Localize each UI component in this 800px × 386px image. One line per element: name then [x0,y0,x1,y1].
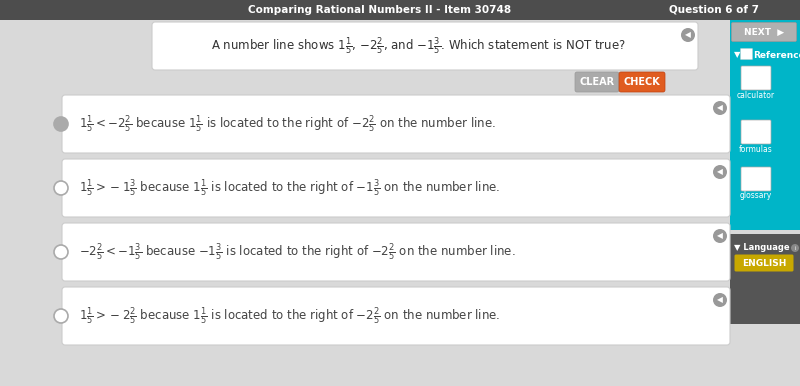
FancyBboxPatch shape [741,167,771,191]
Text: ◀: ◀ [717,296,723,305]
Circle shape [54,245,68,259]
FancyBboxPatch shape [734,254,794,271]
Text: $-2\frac{2}{5} < -1\frac{3}{5}$ because $-1\frac{3}{5}$ is located to the right : $-2\frac{2}{5} < -1\frac{3}{5}$ because … [79,241,515,263]
Text: Question 6 of 7: Question 6 of 7 [669,5,759,15]
Text: formulas: formulas [739,144,773,154]
FancyBboxPatch shape [152,22,698,70]
Text: Reference: Reference [753,51,800,59]
Text: ▼ Language: ▼ Language [734,244,790,252]
Text: $1\frac{1}{5} > -1\frac{3}{5}$ because $1\frac{1}{5}$ is located to the right of: $1\frac{1}{5} > -1\frac{3}{5}$ because $… [79,177,501,199]
Text: ▼: ▼ [734,51,741,59]
Bar [730,20,800,230]
Circle shape [791,244,799,252]
Text: glossary: glossary [740,191,772,200]
Text: A number line shows $1\frac{1}{5}$, $-2\frac{2}{5}$, and $-1\frac{3}{5}$. Which : A number line shows $1\frac{1}{5}$, $-2\… [210,35,626,57]
Text: ◀: ◀ [717,232,723,240]
Text: i: i [794,245,796,251]
FancyBboxPatch shape [62,95,730,153]
Text: NEXT  ▶: NEXT ▶ [744,27,784,37]
Text: CHECK: CHECK [624,77,660,87]
Circle shape [713,229,727,243]
Text: ◀: ◀ [717,103,723,112]
Circle shape [713,165,727,179]
FancyBboxPatch shape [575,72,619,92]
FancyBboxPatch shape [731,22,797,42]
Circle shape [54,309,68,323]
Circle shape [54,117,68,131]
Circle shape [681,28,695,42]
Bar [730,47,800,63]
Text: CLEAR: CLEAR [579,77,614,87]
Text: ◀: ◀ [685,30,691,39]
Text: Comparing Rational Numbers II - Item 30748: Comparing Rational Numbers II - Item 307… [249,5,511,15]
Circle shape [54,181,68,195]
FancyBboxPatch shape [741,66,771,90]
FancyBboxPatch shape [741,120,771,144]
FancyBboxPatch shape [62,159,730,217]
FancyBboxPatch shape [62,287,730,345]
Circle shape [713,101,727,115]
FancyBboxPatch shape [62,223,730,281]
FancyBboxPatch shape [619,72,665,92]
FancyBboxPatch shape [741,49,753,59]
Text: $1\frac{1}{5} < -2\frac{2}{5}$ because $1\frac{1}{5}$ is located to the right of: $1\frac{1}{5} < -2\frac{2}{5}$ because $… [79,113,496,135]
Bar [730,234,800,324]
Text: ENGLISH: ENGLISH [742,259,786,267]
Text: calculator: calculator [737,90,775,100]
Circle shape [713,293,727,307]
Bar [0,0,800,20]
Text: $1\frac{1}{5} > -2\frac{2}{5}$ because $1\frac{1}{5}$ is located to the right of: $1\frac{1}{5} > -2\frac{2}{5}$ because $… [79,305,501,327]
Text: ◀: ◀ [717,168,723,176]
